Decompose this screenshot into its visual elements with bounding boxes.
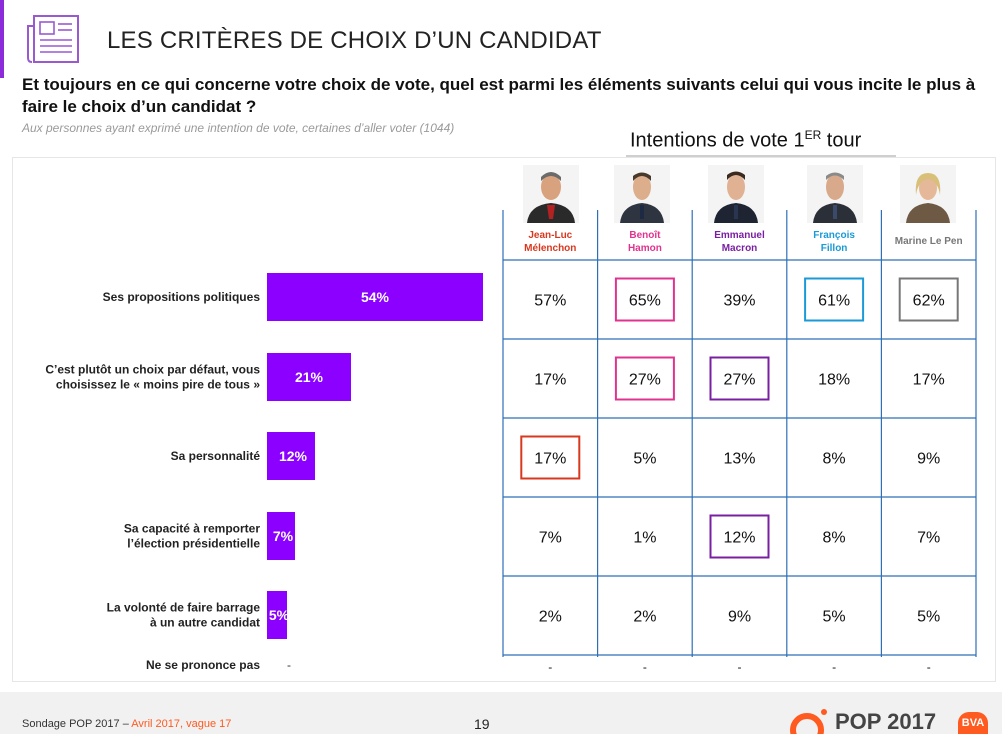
table-cell-value: -: [548, 660, 552, 674]
table-cell-value: 61%: [818, 293, 850, 310]
table-cell-value: 7%: [917, 530, 940, 547]
bar-category-label: à un autre candidat: [150, 616, 260, 630]
table-cell-value: -: [832, 660, 836, 674]
bar-category-label: Sa capacité à remporter: [124, 522, 260, 536]
table-cell-value: -: [738, 660, 742, 674]
cell-highlight-box: [898, 277, 959, 322]
table-cell-value: 65%: [629, 293, 661, 310]
candidate-name: Fillon: [821, 243, 848, 254]
table-cell-value: 5%: [633, 451, 656, 468]
bar-value-label: 5%: [269, 607, 290, 623]
footer-source-label: Sondage POP 2017 –: [22, 718, 132, 730]
bar-value-label: -: [287, 658, 291, 672]
bar-value-label: 21%: [295, 369, 324, 385]
bar: [267, 353, 351, 401]
table-cell-value: 1%: [633, 530, 656, 547]
bar-category-label: l’élection présidentielle: [127, 537, 260, 551]
pop-logo-icon: [790, 709, 827, 734]
footer-date: Avril 2017, vague 17: [131, 718, 232, 730]
candidate-photo-fillon: [807, 165, 863, 223]
cell-highlight-box: [614, 356, 675, 401]
table-cell-value: 17%: [534, 372, 566, 389]
table-cell-value: 5%: [917, 609, 940, 626]
table-cell-value: 17%: [913, 372, 945, 389]
column-group-title-main: Intentions de vote 1: [630, 129, 805, 152]
pop-logo-text: POP 2017: [835, 709, 937, 734]
candidate-name: Macron: [722, 243, 758, 254]
table-cell-value: 57%: [534, 293, 566, 310]
table-cell-value: 2%: [633, 609, 656, 626]
bar-value-label: 54%: [361, 289, 390, 305]
table-cell-value: 8%: [823, 451, 846, 468]
candidate-name: Benoît: [629, 230, 661, 241]
candidate-name: Jean-Luc: [528, 230, 572, 241]
table-cell-value: 2%: [539, 609, 562, 626]
table-cell-value: 8%: [823, 530, 846, 547]
bar-value-label: 7%: [273, 528, 294, 544]
bar: [267, 591, 287, 639]
column-group-title: Intentions de vote 1ER tour: [630, 128, 861, 153]
column-group-title-suffix: tour: [821, 129, 862, 152]
table-cell-value: 9%: [917, 451, 940, 468]
table-cell-value: 7%: [539, 530, 562, 547]
bar-category-label: Ne se prononce pas: [146, 658, 260, 672]
table-cell-value: 13%: [723, 451, 755, 468]
footer-source: Sondage POP 2017 – Avril 2017, vague 17: [22, 718, 231, 730]
candidate-photo-melenchon: [523, 165, 579, 223]
cell-highlight-box: [709, 356, 770, 401]
cell-highlight-box: [804, 277, 865, 322]
chart-panel: [12, 157, 996, 682]
bar-category-label: choisissez le « moins pire de tous »: [56, 378, 260, 392]
candidate-name: Mélenchon: [524, 243, 576, 254]
cell-highlight-box: [614, 277, 675, 322]
question-text: Et toujours en ce qui concerne votre cho…: [22, 75, 976, 116]
column-group-underline: [626, 155, 896, 157]
column-group-title-sup: ER: [804, 128, 822, 142]
page-number: 19: [474, 716, 490, 732]
table-cell-value: 27%: [723, 372, 755, 389]
table-cell-value: 62%: [913, 293, 945, 310]
bar: [267, 273, 483, 321]
newspaper-icon: [27, 15, 79, 63]
table-cell-value: 18%: [818, 372, 850, 389]
candidate-name: Marine Le Pen: [895, 236, 963, 247]
bar-category-label: Sa personnalité: [171, 449, 261, 463]
cell-highlight-box: [520, 435, 581, 480]
table-cell-value: -: [927, 660, 931, 674]
table-cell-value: 39%: [723, 293, 755, 310]
bar: [267, 432, 315, 480]
bar-category-label: La volonté de faire barrage: [107, 601, 261, 615]
candidate-photo-macron: [708, 165, 764, 223]
bar: [267, 512, 295, 560]
bva-logo-badge: BVA: [958, 712, 988, 734]
table-cell-value: 27%: [629, 372, 661, 389]
bar-category-label: C’est plutôt un choix par défaut, vous: [45, 363, 260, 377]
table-cell-value: 9%: [728, 609, 751, 626]
candidate-name: François: [813, 230, 855, 241]
footer-band: [0, 692, 1002, 734]
bar-category-label: Ses propositions politiques: [103, 290, 261, 304]
candidate-name: Hamon: [628, 243, 662, 254]
left-accent-bar: [0, 0, 4, 78]
table-cell-value: 12%: [723, 530, 755, 547]
cell-highlight-box: [709, 514, 770, 559]
table-cell-value: 5%: [823, 609, 846, 626]
page-title: LES CRITÈRES DE CHOIX D’UN CANDIDAT: [107, 27, 602, 54]
candidate-name: Emmanuel: [714, 230, 765, 241]
bar-value-label: 12%: [279, 448, 308, 464]
candidate-photo-hamon: [614, 165, 670, 223]
table-cell-value: -: [643, 660, 647, 674]
candidate-photo-lepen: [900, 165, 956, 223]
base-note: Aux personnes ayant exprimé une intentio…: [22, 121, 455, 135]
table-cell-value: 17%: [534, 451, 566, 468]
